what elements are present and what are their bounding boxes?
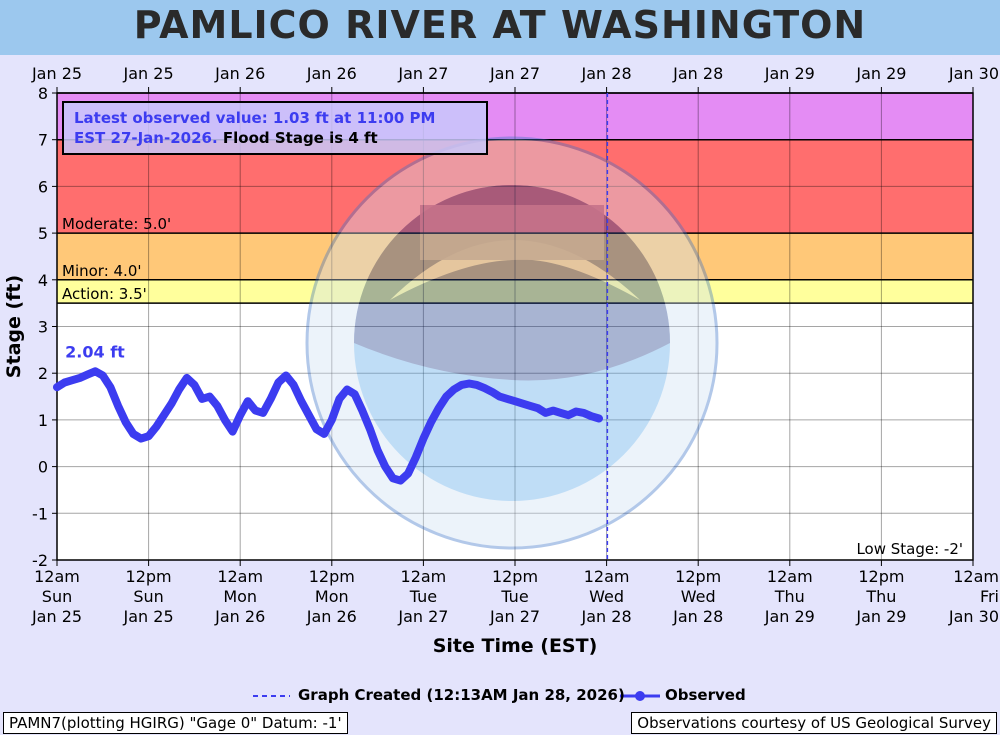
y-tick-label: 0 [38,458,48,477]
x-tick-label: 12pm [126,567,172,586]
x-tick-label: Sun [133,587,163,606]
x-top-tick-label: Jan 25 [123,64,174,83]
y-tick-label: 3 [38,318,48,337]
info-line-1: Latest observed value: 1.03 ft at 11:00 … [74,109,435,127]
x-tick-label: Jan 28 [672,607,723,626]
x-top-tick-label: Jan 26 [306,64,357,83]
info-line-2: EST 27-Jan-2026. Flood Stage is 4 ft [74,129,378,147]
source-credit: Observations courtesy of US Geological S… [631,712,997,734]
x-top-tick-label: Jan 27 [397,64,448,83]
y-tick-label: -2 [32,551,48,570]
x-top-tick-label: Jan 29 [764,64,815,83]
x-axis-title: Site Time (EST) [433,635,598,657]
x-tick-label: 12am [953,567,999,586]
x-tick-label: Jan 25 [31,607,82,626]
x-tick-label: 12pm [492,567,538,586]
peak-label: 2.04 ft [65,342,125,361]
page-title: PAMLICO RIVER AT WASHINGTON [133,3,867,47]
x-tick-label: Tue [500,587,528,606]
x-tick-label: 12am [401,567,447,586]
x-tick-label: Jan 26 [306,607,357,626]
x-tick-label: Mon [223,587,257,606]
x-top-tick-label: Jan 30 [948,64,999,83]
datum-note: PAMN7(plotting HGIRG) "Gage 0" Datum: -1… [3,712,348,734]
x-tick-label: Thu [774,587,805,606]
noaa-logo-watermark [305,136,719,550]
x-tick-label: Wed [589,587,624,606]
x-tick-label: Fri [980,587,999,606]
x-tick-label: Jan 26 [214,607,265,626]
flood-band-moderate [57,139,973,234]
x-tick-label: Jan 28 [581,607,632,626]
y-tick-label: 7 [38,131,48,150]
x-tick-label: Tue [409,587,437,606]
y-tick-label: 5 [38,224,48,243]
legend-graph-created-label: Graph Created (12:13AM Jan 28, 2026) [298,686,625,704]
y-tick-label: -1 [32,504,48,523]
flood-label-moderate: Moderate: 5.0' [62,215,171,233]
observed-line [53,367,603,485]
x-tick-label: Jan 29 [855,607,906,626]
x-tick-label: Wed [681,587,716,606]
x-tick-label: Jan 25 [123,607,174,626]
x-top-tick-label: Jan 27 [489,64,540,83]
x-tick-label: 12pm [309,567,355,586]
y-tick-label: 8 [38,84,48,103]
info-date: EST 27-Jan-2026. [74,129,218,147]
x-tick-label: Jan 27 [397,607,448,626]
x-top-tick-label: Jan 28 [672,64,723,83]
flood-band-minor [57,233,973,280]
x-tick-label: 12pm [858,567,904,586]
info-box [62,101,488,155]
x-tick-label: 12pm [675,567,721,586]
x-tick-label: Thu [865,587,896,606]
y-tick-label: 2 [38,364,48,383]
x-tick-label: Mon [315,587,349,606]
y-tick-label: 6 [38,177,48,196]
low-stage-label: Low Stage: -2' [856,540,963,558]
x-tick-label: 12am [767,567,813,586]
x-top-tick-label: Jan 29 [855,64,906,83]
x-tick-label: 12am [584,567,630,586]
legend-observed-marker [635,691,645,701]
legend-graphics [253,691,660,701]
flood-label-action: Action: 3.5' [62,285,147,303]
x-tick-label: 12am [217,567,263,586]
x-top-tick-label: Jan 25 [31,64,82,83]
y-axis-title: Stage (ft) [3,275,25,378]
plot-frame [56,92,974,561]
info-flood-stage: Flood Stage is 4 ft [218,129,378,147]
x-tick-label: Sun [42,587,72,606]
flood-label-minor: Minor: 4.0' [62,262,142,280]
flood-band-action [57,279,973,304]
x-tick-label: Jan 29 [764,607,815,626]
legend-observed-label: Observed [665,686,746,704]
x-tick-label: Jan 27 [489,607,540,626]
x-top-tick-label: Jan 26 [214,64,265,83]
title-bar [0,0,1000,55]
y-tick-label: 1 [38,411,48,430]
y-tick-label: 4 [38,271,48,290]
x-top-tick-label: Jan 28 [581,64,632,83]
x-tick-label: 12am [34,567,80,586]
x-tick-label: Jan 30 [948,607,999,626]
chart-legend: Graph Created (12:13AM Jan 28, 2026) Obs… [0,685,1000,707]
